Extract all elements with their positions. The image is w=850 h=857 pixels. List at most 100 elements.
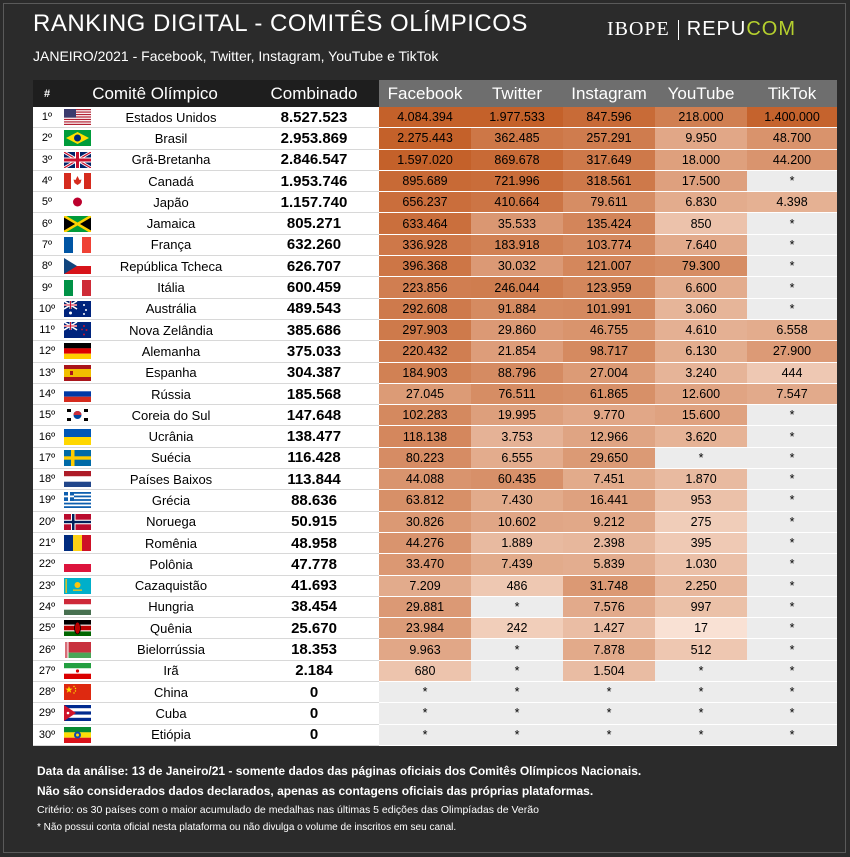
- youtube-value: 218.000: [655, 107, 748, 129]
- note-asterisk: * Não possui conta oficial nesta platafo…: [37, 822, 457, 833]
- facebook-value: 656.237: [379, 191, 472, 214]
- br-flag-icon: [63, 130, 91, 147]
- youtube-value: 6.830: [655, 191, 748, 214]
- flag-cell: [61, 681, 93, 704]
- instagram-value: 98.717: [563, 340, 656, 363]
- instagram-value: 9.212: [563, 511, 656, 533]
- no-flag-icon: [63, 513, 91, 530]
- instagram-value: 7.576: [563, 596, 656, 619]
- tiktok-value: *: [747, 553, 838, 576]
- youtube-value: 395: [655, 532, 748, 555]
- twitter-value: 10.602: [471, 511, 564, 533]
- twitter-value: 91.884: [471, 298, 564, 320]
- combined-value: 385.686: [249, 319, 380, 342]
- flag-cell: [61, 234, 93, 257]
- instagram-value: 7.878: [563, 638, 656, 661]
- table-row: 3º Grã-Bretanha 2.846.547 1.597.020 869.678 3…: [33, 149, 838, 171]
- by-flag-icon: [63, 641, 91, 658]
- rank-cell: 24º: [33, 596, 61, 619]
- flag-cell: [61, 127, 93, 150]
- youtube-value: 7.640: [655, 234, 748, 257]
- youtube-value: 9.950: [655, 127, 748, 150]
- instagram-value: 1.504: [563, 660, 656, 683]
- twitter-value: 88.796: [471, 362, 564, 384]
- table-row: 30º Etiópia 0 * * * * *: [33, 724, 838, 746]
- country-name: Austrália: [93, 298, 250, 320]
- country-name: Suécia: [93, 447, 250, 470]
- country-name: Japão: [93, 191, 250, 214]
- youtube-value: 275: [655, 511, 748, 533]
- cn-flag-icon: [63, 684, 91, 701]
- tiktok-value: *: [747, 276, 838, 299]
- cu-flag-icon: [63, 705, 91, 722]
- header-twitter: Twitter: [471, 80, 564, 107]
- tiktok-value: 44.200: [747, 149, 838, 171]
- facebook-value: 63.812: [379, 489, 472, 512]
- facebook-value: 680: [379, 660, 472, 683]
- combined-value: 2.953.869: [249, 127, 380, 150]
- combined-value: 8.527.523: [249, 107, 380, 129]
- twitter-value: 30.032: [471, 255, 564, 278]
- ranking-table: # Comitê Olímpico Combinado Facebook Twi…: [33, 80, 838, 746]
- twitter-value: 410.664: [471, 191, 564, 214]
- instagram-value: 847.596: [563, 107, 656, 129]
- flag-cell: [61, 383, 93, 406]
- tiktok-value: 27.900: [747, 340, 838, 363]
- tiktok-value: *: [747, 532, 838, 555]
- flag-cell: [61, 553, 93, 576]
- note-analysis-date: Data da análise: 13 de Janeiro/21 - some…: [37, 764, 642, 778]
- rank-cell: 25º: [33, 617, 61, 640]
- table-row: 9º Itália 600.459 223.856 246.044 123.959 6.60…: [33, 276, 838, 299]
- rank-cell: 17º: [33, 447, 61, 470]
- tiktok-value: *: [747, 212, 838, 235]
- combined-value: 113.844: [249, 468, 380, 491]
- table-row: 12º Alemanha 375.033 220.432 21.854 98.717 6.1…: [33, 340, 838, 363]
- rank-cell: 30º: [33, 724, 61, 746]
- rank-cell: 2º: [33, 127, 61, 150]
- gr-flag-icon: [63, 492, 91, 509]
- country-name: Hungria: [93, 596, 250, 619]
- rank-cell: 11º: [33, 319, 61, 342]
- tiktok-value: *: [747, 724, 838, 746]
- country-name: Etiópia: [93, 724, 250, 746]
- twitter-value: *: [471, 596, 564, 619]
- facebook-value: 30.826: [379, 511, 472, 533]
- tiktok-value: 4.398: [747, 191, 838, 214]
- facebook-value: *: [379, 724, 472, 746]
- tiktok-value: *: [747, 234, 838, 257]
- rank-cell: 16º: [33, 425, 61, 448]
- twitter-value: 29.860: [471, 319, 564, 342]
- jp-flag-icon: [63, 194, 91, 211]
- fr-flag-icon: [63, 236, 91, 253]
- note-criteria: Critério: os 30 países com o maior acumu…: [37, 804, 539, 816]
- facebook-value: 33.470: [379, 553, 472, 576]
- youtube-value: 1.030: [655, 553, 748, 576]
- table-row: 4º Canadá 1.953.746 895.689 721.996 318.561 17…: [33, 170, 838, 193]
- combined-value: 0: [249, 724, 380, 746]
- youtube-value: 953: [655, 489, 748, 512]
- youtube-value: 3.240: [655, 362, 748, 384]
- tiktok-value: *: [747, 617, 838, 640]
- ru-flag-icon: [63, 386, 91, 402]
- rank-cell: 5º: [33, 191, 61, 214]
- rank-cell: 26º: [33, 638, 61, 661]
- page-subtitle: JANEIRO/2021 - Facebook, Twitter, Instag…: [33, 48, 439, 64]
- twitter-value: 869.678: [471, 149, 564, 171]
- table-row: 19º Grécia 88.636 63.812 7.430 16.441 953 *: [33, 489, 838, 512]
- facebook-value: 118.138: [379, 425, 472, 448]
- note-declared-data: Não são considerados dados declarados, a…: [37, 784, 594, 798]
- facebook-value: 4.084.394: [379, 107, 472, 129]
- youtube-value: 997: [655, 596, 748, 619]
- flag-cell: [61, 319, 93, 342]
- facebook-value: 44.088: [379, 468, 472, 491]
- facebook-value: 102.283: [379, 404, 472, 427]
- youtube-value: 17: [655, 617, 748, 640]
- facebook-value: 1.597.020: [379, 149, 472, 171]
- tiktok-value: *: [747, 681, 838, 704]
- country-name: Nova Zelândia: [93, 319, 250, 342]
- combined-value: 47.778: [249, 553, 380, 576]
- nl-flag-icon: [63, 471, 91, 488]
- youtube-value: 512: [655, 638, 748, 661]
- instagram-value: 16.441: [563, 489, 656, 512]
- twitter-value: 3.753: [471, 425, 564, 448]
